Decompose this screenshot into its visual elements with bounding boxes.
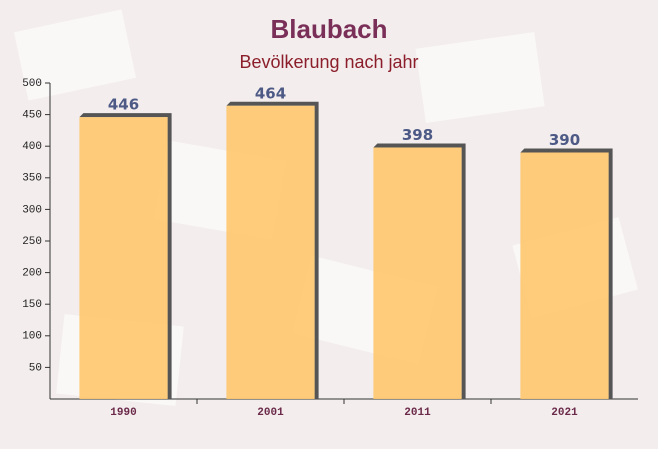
bar: [373, 147, 462, 399]
y-tick-label: 300: [22, 204, 42, 216]
chart-subtitle: Bevölkerung nach jahr: [239, 52, 418, 72]
bar: [520, 152, 609, 399]
bar: [79, 117, 168, 400]
x-tick-label: 2001: [257, 407, 284, 419]
y-tick-label: 100: [22, 331, 42, 343]
x-tick-label: 2021: [551, 407, 578, 419]
value-label: 398: [402, 126, 433, 144]
y-tick-label: 50: [29, 362, 42, 374]
y-tick-label: 150: [22, 299, 42, 311]
y-tick-label: 500: [22, 78, 42, 90]
y-tick-label: 200: [22, 268, 42, 280]
y-tick-label: 400: [22, 141, 42, 153]
bar: [226, 105, 315, 399]
value-label: 390: [549, 131, 580, 149]
y-tick-label: 250: [22, 236, 42, 248]
value-label: 464: [255, 84, 286, 102]
y-tick-label: 450: [22, 110, 42, 122]
x-tick-label: 2011: [404, 407, 431, 419]
value-label: 446: [108, 96, 139, 114]
chart-title: Blaubach: [270, 14, 387, 44]
x-tick-label: 1990: [110, 407, 136, 419]
y-tick-label: 350: [22, 173, 42, 185]
